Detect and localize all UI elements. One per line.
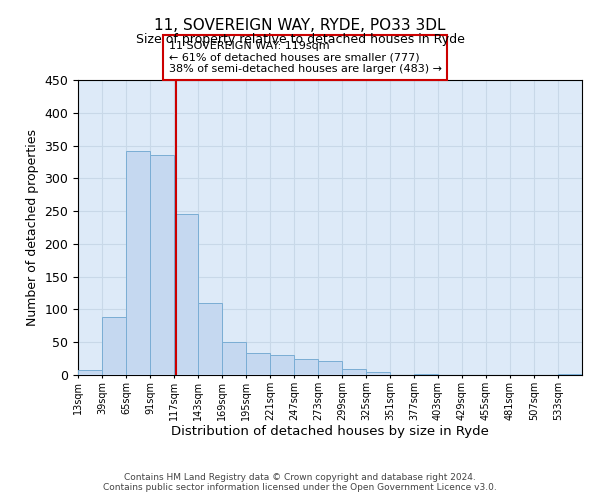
Bar	[246, 354, 270, 375]
Bar	[174, 214, 198, 375]
Bar	[342, 369, 366, 375]
Bar	[294, 358, 318, 375]
Bar	[222, 342, 246, 375]
Bar	[198, 303, 222, 375]
Text: Contains HM Land Registry data © Crown copyright and database right 2024.
Contai: Contains HM Land Registry data © Crown c…	[103, 473, 497, 492]
X-axis label: Distribution of detached houses by size in Ryde: Distribution of detached houses by size …	[171, 426, 489, 438]
Text: 11, SOVEREIGN WAY, RYDE, PO33 3DL: 11, SOVEREIGN WAY, RYDE, PO33 3DL	[154, 18, 446, 32]
Text: Size of property relative to detached houses in Ryde: Size of property relative to detached ho…	[136, 32, 464, 46]
Bar	[126, 151, 150, 375]
Bar	[558, 374, 582, 375]
Bar	[270, 356, 294, 375]
Text: 11 SOVEREIGN WAY: 119sqm
← 61% of detached houses are smaller (777)
38% of semi-: 11 SOVEREIGN WAY: 119sqm ← 61% of detach…	[169, 41, 442, 74]
Bar	[78, 370, 102, 375]
Y-axis label: Number of detached properties: Number of detached properties	[26, 129, 39, 326]
Bar	[414, 374, 438, 375]
Bar	[366, 372, 390, 375]
Bar	[150, 154, 174, 375]
Bar	[102, 316, 126, 375]
Bar	[318, 361, 342, 375]
